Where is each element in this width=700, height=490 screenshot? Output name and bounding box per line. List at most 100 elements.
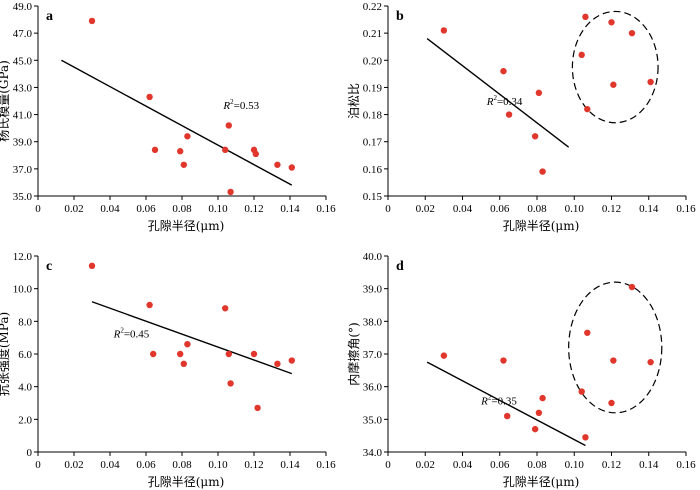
data-point — [146, 301, 153, 309]
data-point — [505, 111, 513, 118]
regression-line — [61, 59, 293, 186]
data-point — [584, 329, 591, 336]
data-point — [222, 305, 229, 312]
x-tick-label: 0.06 — [490, 203, 510, 215]
data-point — [288, 164, 295, 171]
y-tick-label: 47.0 — [13, 28, 33, 40]
x-tick-label: 0.12 — [244, 459, 263, 471]
r-squared-value: =0.53 — [234, 100, 260, 112]
y-axis-title: 杨氏模量(GPa) — [0, 60, 11, 142]
cluster-ellipse — [571, 10, 659, 124]
data-point — [252, 150, 259, 158]
panel-label: b — [396, 9, 404, 24]
y-axis-title: 泊松比 — [347, 83, 361, 119]
x-tick-label: 0.08 — [172, 459, 192, 471]
r-squared-value: =0.35 — [491, 396, 517, 408]
y-axis-title: 抗张强度(MPa) — [0, 312, 11, 396]
data-point — [177, 148, 184, 155]
r-squared-label: R2=0.34 — [486, 94, 523, 108]
x-tick-label: 0 — [35, 203, 41, 215]
data-point — [88, 17, 96, 25]
x-tick-label: 0.08 — [172, 203, 192, 215]
data-point — [647, 358, 654, 366]
x-tick-label: 0.10 — [208, 203, 228, 215]
r-squared-symbol: R — [222, 100, 230, 112]
x-axis-title: 孔隙半径(μm) — [503, 475, 580, 489]
y-tick-label: 35.0 — [13, 191, 33, 203]
y-tick-label: 0 — [27, 447, 33, 459]
panel-label: a — [46, 9, 53, 24]
data-point — [440, 27, 448, 34]
data-point — [628, 29, 636, 37]
x-axis-title: 孔隙半径(μm) — [503, 219, 580, 233]
y-tick-label: 0.17 — [363, 137, 383, 149]
y-tick-label: 0.18 — [363, 110, 383, 122]
x-tick-label: 0.06 — [136, 203, 156, 215]
data-point — [608, 19, 615, 26]
x-tick-label: 0.06 — [490, 459, 510, 471]
x-tick-label: 0.04 — [453, 203, 473, 215]
x-axis-title: 孔隙半径(μm) — [148, 475, 225, 489]
y-tick-label: 37.0 — [363, 349, 383, 361]
data-point — [88, 262, 96, 269]
regression-line — [426, 38, 570, 148]
data-point — [531, 425, 539, 433]
data-point — [578, 51, 585, 59]
data-point — [647, 78, 654, 86]
y-tick-label: 0.20 — [363, 55, 383, 67]
x-tick-label: 0.02 — [416, 203, 435, 215]
data-point — [177, 350, 184, 358]
y-tick-label: 38.0 — [363, 316, 383, 328]
x-axis-title: 孔隙半径(μm) — [148, 219, 225, 233]
x-tick-label: 0 — [385, 459, 391, 471]
chart-panel-a: 0 0.02 0.04 0.06 0.08 0.10 0.12 0.14 0.16 35.0 37.… — [0, 1, 336, 233]
chart-panel-d: 0 0.02 0.04 0.06 0.08 0.10 0.12 0.14 0.16 34.0 35.… — [346, 251, 696, 489]
data-point — [531, 133, 539, 140]
x-tick-label: 0.14 — [639, 459, 659, 471]
y-tick-label: 37.0 — [13, 164, 33, 176]
x-tick-label: 0 — [35, 459, 41, 471]
data-point — [250, 350, 258, 358]
x-tick-label: 0.02 — [64, 203, 83, 215]
y-tick-label: 4.0 — [18, 382, 32, 394]
x-tick-label: 0.04 — [100, 459, 120, 471]
data-point — [180, 360, 187, 367]
chart-panel-b: 0 0.02 0.04 0.06 0.08 0.10 0.12 0.14 0.16 0.15 0.1… — [347, 1, 696, 233]
x-tick-label: 0.10 — [208, 459, 228, 471]
y-tick-label: 6.0 — [18, 349, 32, 361]
data-point — [578, 388, 585, 395]
r-squared-symbol: R — [486, 96, 494, 108]
x-tick-label: 0.12 — [602, 203, 621, 215]
regression-line — [426, 361, 586, 447]
data-point — [184, 341, 191, 348]
data-point — [150, 350, 157, 358]
regression-line — [91, 301, 293, 375]
data-point — [504, 412, 511, 420]
r-squared-symbol: R — [113, 329, 121, 341]
x-tick-label: 0.02 — [64, 459, 83, 471]
x-tick-label: 0.14 — [639, 203, 659, 215]
y-tick-label: 43.0 — [13, 82, 33, 94]
data-point — [222, 146, 229, 154]
y-tick-label: 49.0 — [13, 1, 33, 13]
data-point — [180, 161, 187, 168]
r-squared-exponent: 2 — [230, 98, 234, 106]
y-tick-label: 2.0 — [18, 414, 32, 426]
data-point — [274, 360, 281, 367]
x-tick-label: 0.16 — [676, 459, 696, 471]
y-tick-label: 0.19 — [363, 82, 383, 94]
data-point — [146, 93, 153, 101]
panel-label: c — [46, 259, 52, 274]
x-tick-label: 0.16 — [676, 203, 696, 215]
data-point — [500, 67, 507, 75]
data-point — [288, 357, 295, 364]
data-point — [151, 146, 159, 154]
x-tick-label: 0.12 — [244, 203, 263, 215]
data-point — [274, 161, 281, 168]
y-tick-label: 0.21 — [363, 28, 382, 40]
y-tick-label: 12.0 — [13, 251, 33, 263]
y-tick-label: 39.0 — [13, 137, 33, 149]
x-tick-label: 0.16 — [316, 459, 336, 471]
r-squared-label: R2=0.35 — [480, 394, 517, 408]
